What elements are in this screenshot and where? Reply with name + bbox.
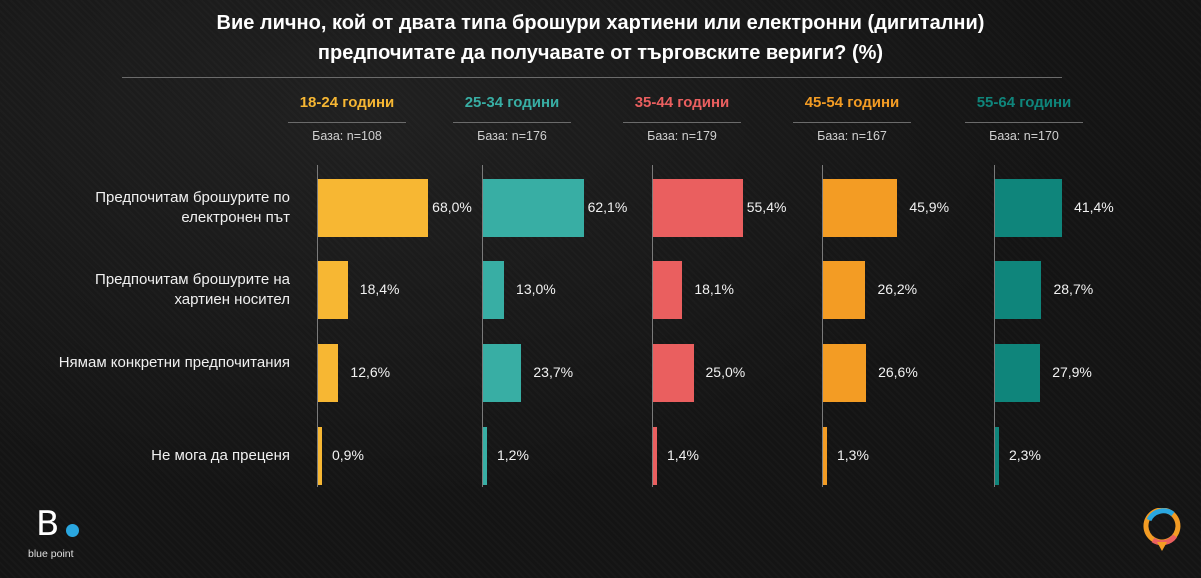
group-base-size: База: n=176 — [477, 129, 547, 143]
bar-3-4 — [653, 427, 657, 485]
group-base-size: База: n=170 — [989, 129, 1059, 143]
group-label: 45-54 години — [804, 94, 900, 111]
group-label: 55-64 години — [976, 94, 1072, 111]
bar-4-4 — [823, 427, 827, 485]
group-underline — [288, 122, 406, 123]
group-header-3: 35-44 години База: n=179 — [598, 94, 766, 143]
group-label: 35-44 години — [634, 94, 730, 111]
bar-3-2 — [653, 261, 683, 319]
group-header-2: 25-34 години База: n=176 — [428, 94, 596, 143]
logo-text: blue point — [28, 548, 74, 560]
value-label-3-4: 1,4% — [667, 447, 699, 463]
bar-4-1 — [823, 179, 898, 237]
bar-1-2 — [318, 261, 348, 319]
value-label-5-3: 27,9% — [1052, 364, 1092, 380]
group-axis-line — [482, 165, 483, 487]
group-label: 25-34 години — [464, 94, 560, 111]
value-label-2-4: 1,2% — [497, 447, 529, 463]
bar-2-4 — [483, 427, 487, 485]
group-underline — [965, 122, 1083, 123]
bar-3-3 — [653, 344, 694, 402]
value-label-3-2: 18,1% — [694, 281, 735, 297]
group-underline — [793, 122, 911, 123]
group-axis-line — [994, 165, 995, 487]
value-label-4-3: 26,6% — [878, 364, 918, 380]
bar-1-3 — [318, 344, 339, 402]
value-label-3-1: 55,4% — [746, 199, 787, 215]
bar-5-2 — [995, 261, 1042, 319]
map-pin-logo-icon — [1143, 508, 1181, 551]
group-label: 18-24 години — [299, 94, 395, 111]
group-base-size: База: n=179 — [647, 129, 717, 143]
value-label-5-4: 2,3% — [1009, 447, 1041, 463]
group-axis-line — [652, 165, 653, 487]
bar-3-1 — [653, 179, 743, 237]
bar-4-3 — [823, 344, 867, 402]
row-label-4: Не мога да преценя — [151, 447, 290, 464]
value-label-2-2: 13,0% — [516, 281, 556, 297]
group-axis-line — [822, 165, 823, 487]
group-underline — [453, 122, 571, 123]
group-header-5: 55-64 години База: n=170 — [940, 94, 1108, 143]
bar-5-3 — [995, 344, 1041, 402]
title-line-2: предпочитате да получавате от търговскит… — [317, 42, 884, 64]
bar-4-2 — [823, 261, 866, 319]
value-label-1-1: 68,0% — [432, 199, 472, 215]
bar-5-1 — [995, 179, 1063, 237]
group-base-size: База: n=167 — [817, 129, 887, 143]
value-label-4-2: 26,2% — [877, 281, 918, 297]
title-divider — [122, 77, 1062, 78]
value-label-4-4: 1,3% — [837, 447, 869, 463]
group-underline — [623, 122, 741, 123]
value-label-2-1: 62,1% — [587, 199, 628, 215]
value-label-1-3: 12,6% — [350, 364, 391, 380]
value-label-5-1: 41,4% — [1074, 199, 1114, 215]
bar-2-1 — [483, 179, 584, 237]
value-label-3-3: 25,0% — [705, 364, 746, 380]
bar-2-2 — [483, 261, 505, 319]
value-label-5-2: 28,7% — [1053, 281, 1094, 297]
bar-2-3 — [483, 344, 522, 402]
row-label-3: Нямам конкретни предпочитания — [58, 354, 290, 371]
row-label-2: Предпочитам брошурите на хартиен носител — [95, 271, 290, 308]
group-header-1: 18-24 години База: n=108 — [263, 94, 431, 143]
blue-point-logo: B blue point — [26, 506, 116, 566]
group-base-size: База: n=108 — [312, 129, 382, 143]
bar-1-1 — [318, 179, 429, 237]
group-header-4: 45-54 години База: n=167 — [768, 94, 936, 143]
group-axis-line — [317, 165, 318, 487]
bar-5-4 — [995, 427, 999, 485]
value-label-2-3: 23,7% — [533, 364, 574, 380]
row-label-1: Предпочитам брошурите по електронен път — [95, 189, 290, 226]
value-label-1-4: 0,9% — [332, 447, 364, 463]
bar-1-4 — [318, 427, 322, 485]
title-line-1: Вие лично, кой от двата типа брошури хар… — [216, 12, 985, 34]
logo-dot-icon — [66, 524, 79, 537]
logo-letter: B — [36, 504, 60, 544]
value-label-4-1: 45,9% — [909, 199, 950, 215]
value-label-1-2: 18,4% — [359, 281, 400, 297]
chart-title: Вие лично, кой от двата типа брошури хар… — [80, 8, 1121, 68]
